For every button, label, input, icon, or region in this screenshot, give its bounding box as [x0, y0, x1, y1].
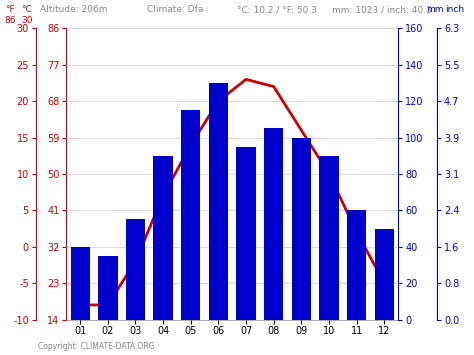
Bar — [71, 247, 90, 320]
Text: °C: °C — [21, 5, 32, 14]
Text: mm: mm — [427, 5, 444, 14]
Text: °C: 10.2 / °F: 50.3: °C: 10.2 / °F: 50.3 — [237, 5, 317, 14]
Bar — [126, 219, 145, 320]
Bar — [264, 129, 283, 320]
Text: Copyright: CLIMATE-DATA.ORG: Copyright: CLIMATE-DATA.ORG — [38, 343, 155, 351]
Bar — [209, 83, 228, 320]
Bar — [292, 137, 311, 320]
Bar — [154, 156, 173, 320]
Text: mm: 1023 / inch: 40.3: mm: 1023 / inch: 40.3 — [332, 5, 431, 14]
Bar — [319, 156, 339, 320]
Text: Climate: Dfa: Climate: Dfa — [147, 5, 203, 14]
Bar — [374, 229, 394, 320]
Text: Altitude: 206m: Altitude: 206m — [40, 5, 108, 14]
Text: inch: inch — [446, 5, 465, 14]
Bar — [181, 110, 201, 320]
Text: 30: 30 — [21, 16, 33, 25]
Bar — [347, 210, 366, 320]
Text: 86: 86 — [5, 16, 16, 25]
Bar — [98, 256, 118, 320]
Text: °F: °F — [5, 5, 14, 14]
Bar — [237, 147, 256, 320]
